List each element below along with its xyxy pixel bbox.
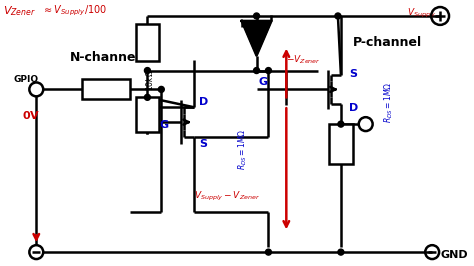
Text: $1k\Omega$: $1k\Omega$ [337,136,348,152]
Bar [136,24,159,61]
Circle shape [254,13,260,19]
Circle shape [158,86,164,92]
Polygon shape [242,21,272,56]
Text: $10k\Omega$: $10k\Omega$ [144,70,155,91]
Circle shape [338,249,344,255]
Text: D: D [349,103,358,113]
Text: G: G [258,77,268,88]
Circle shape [338,121,344,127]
Circle shape [265,68,272,73]
Text: S: S [349,69,357,80]
Circle shape [145,68,150,73]
Text: G: G [159,120,168,130]
Text: N-channel: N-channel [70,51,141,64]
Circle shape [265,249,272,255]
Bar [136,97,159,132]
Text: $-V_{Zener}$: $-V_{Zener}$ [286,54,321,66]
Text: $V_{Supply}-V_{Zener}$: $V_{Supply}-V_{Zener}$ [194,190,260,203]
Circle shape [145,94,150,100]
Text: $V_{Zener}$: $V_{Zener}$ [2,4,36,18]
Text: GND: GND [440,250,468,260]
Text: $10k\Omega$: $10k\Omega$ [100,78,111,100]
Text: $\bf{0V}$: $\bf{0V}$ [22,109,41,121]
Circle shape [254,68,260,73]
Text: D: D [199,97,208,107]
Text: $\approx V_{Supply}/100$: $\approx V_{Supply}/100$ [42,3,108,18]
Text: $1k\Omega$: $1k\Omega$ [144,107,155,124]
Text: $V_{Supply}$: $V_{Supply}$ [407,7,437,20]
Circle shape [335,13,341,19]
Bar [82,80,129,99]
Text: $R_{DS}=1M\Omega$: $R_{DS}=1M\Omega$ [383,82,395,123]
Text: GPIO: GPIO [13,76,38,84]
Text: P-channel: P-channel [353,36,422,49]
Bar [329,124,353,164]
Text: $R_{DS}=1M\Omega$: $R_{DS}=1M\Omega$ [237,128,249,170]
Text: S: S [199,139,207,149]
